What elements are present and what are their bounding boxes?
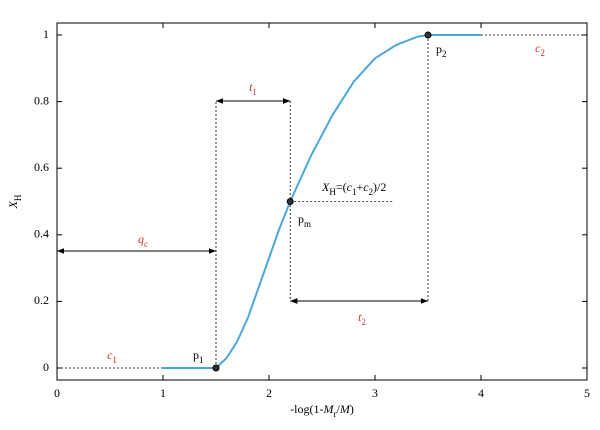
text-part: M [322,402,334,416]
point-label: p1 [193,348,204,365]
text-part: c [535,41,541,55]
annotation: c2 [535,41,545,58]
y-tick-label: 1 [43,27,49,41]
text-part: c [144,239,148,249]
text-part: 2 [361,317,366,327]
y-tick-label: 0.2 [34,293,49,307]
text-part: 2 [369,187,374,197]
text-part: -log(1- [290,402,323,416]
text-part: ) [350,402,354,416]
text-part: X [321,180,330,194]
text-part: 2 [540,48,545,58]
point [424,31,432,39]
point [212,364,220,372]
annotation: XH=(c1+c2)/2 [321,180,386,197]
y-tick-label: 0.8 [34,93,49,107]
annotation: t1 [249,80,257,97]
y-tick-label: 0.6 [34,160,49,174]
text-part: 1 [352,187,357,197]
text-part: t [358,310,362,324]
point [286,198,294,205]
annotation: t2 [358,310,366,327]
point-label: pm [298,212,311,229]
text-part: )/2 [373,180,386,194]
text-part: H [329,187,336,197]
x-tick-label: 5 [584,386,590,400]
text-part: =( [336,180,347,194]
text-part: 1 [199,355,204,365]
y-tick-label: 0 [43,360,49,374]
text-part: c [363,180,369,194]
x-tick-label: 1 [160,386,166,400]
text-part: q [138,232,144,246]
y-tick-label: 0.4 [34,227,49,241]
plot-frame [56,22,588,381]
text-part: 1 [112,355,117,365]
text-part: H [13,194,23,201]
text-part: c [107,348,113,362]
text-part: p [193,348,199,362]
text-part: c [347,180,353,194]
text-part: t [249,80,253,94]
curve [163,34,481,369]
text-part: 1 [252,87,257,97]
annotation: qc [138,232,148,249]
text-part: p [298,212,304,226]
y-axis-label: XH [6,194,23,209]
point-label: p2 [436,42,447,59]
text-part: / [336,402,340,416]
text-part: 2 [442,49,447,59]
x-tick-label: 4 [478,386,484,400]
text-part: p [436,42,442,56]
annotation: c1 [107,348,117,365]
text-part: r [333,409,336,419]
text-part: + [356,180,363,194]
x-tick-label: 3 [372,386,378,400]
x-axis-label: -log(1-Mr/M) [290,402,354,419]
text-part: M [339,402,351,416]
text-part: X [6,200,20,209]
x-tick-label: 0 [54,386,60,400]
x-tick-label: 2 [266,386,272,400]
text-part: m [304,219,311,229]
